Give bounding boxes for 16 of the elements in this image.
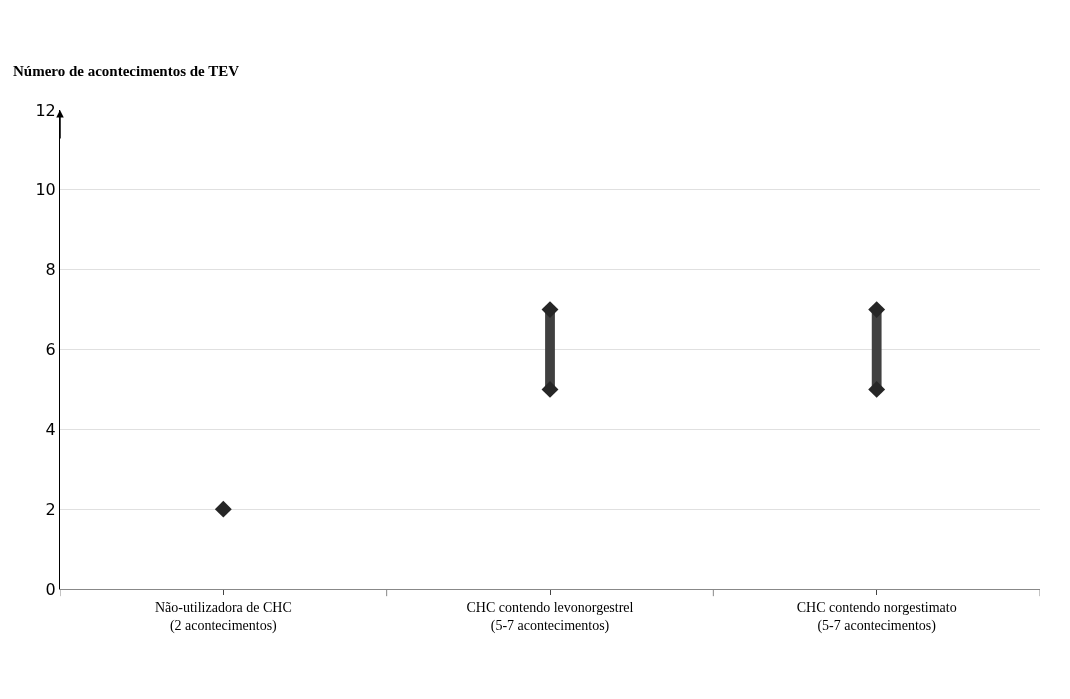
point [868,301,886,319]
y-tick-label: 2 [45,499,56,519]
y-tick-label: 4 [45,419,56,439]
point [868,380,886,398]
x-tick-label: Não-utilizadora de CHC (2 acontecimentos) [154,599,292,634]
y-tick-label: 8 [45,260,56,280]
y-tick-label: 0 [45,579,56,599]
point [214,500,232,518]
y-axis-title: Número de acontecimentos de TEV [13,63,240,79]
point [541,301,559,319]
x-tick-label: CHC contendo levonorgestrel (5-7 acontecimentos) [466,599,634,634]
point [541,380,559,398]
y-tick-label: 12 [35,100,56,120]
y-tick-label: 10 [35,180,56,200]
x-tick-label: CHC contendo norgestimato (5-7 acontecimentos) [796,599,957,634]
y-tick-label: 6 [45,340,56,360]
